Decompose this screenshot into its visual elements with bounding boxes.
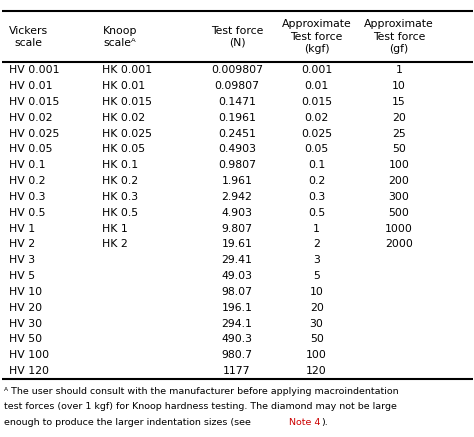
Text: 0.9807: 0.9807 bbox=[218, 160, 256, 170]
Text: HV 3: HV 3 bbox=[9, 255, 35, 265]
Text: HV 0.001: HV 0.001 bbox=[9, 66, 59, 76]
Text: HV 120: HV 120 bbox=[9, 366, 48, 376]
Text: 4.903: 4.903 bbox=[221, 208, 253, 218]
Text: 0.05: 0.05 bbox=[304, 145, 329, 155]
Text: Approximate
Test force
(gf): Approximate Test force (gf) bbox=[364, 19, 434, 54]
Text: HV 0.01: HV 0.01 bbox=[9, 81, 52, 91]
Text: HV 0.3: HV 0.3 bbox=[9, 192, 45, 202]
Text: 19.61: 19.61 bbox=[221, 239, 253, 250]
Text: 980.7: 980.7 bbox=[221, 350, 253, 360]
Text: ᴬ The user should consult with the manufacturer before applying macroindentation: ᴬ The user should consult with the manuf… bbox=[4, 387, 399, 396]
Text: HK 0.5: HK 0.5 bbox=[102, 208, 138, 218]
Text: 1000: 1000 bbox=[385, 224, 413, 234]
Text: HV 0.2: HV 0.2 bbox=[9, 176, 45, 186]
Text: Test force
(N): Test force (N) bbox=[211, 25, 263, 48]
Text: HV 2: HV 2 bbox=[9, 239, 35, 250]
Text: 0.1471: 0.1471 bbox=[218, 97, 256, 107]
Text: 0.2: 0.2 bbox=[308, 176, 325, 186]
Text: 0.5: 0.5 bbox=[308, 208, 325, 218]
Text: Vickers
scale: Vickers scale bbox=[9, 25, 48, 48]
Text: HK 2: HK 2 bbox=[102, 239, 128, 250]
Text: 5: 5 bbox=[313, 271, 320, 281]
Text: 20: 20 bbox=[392, 113, 406, 123]
Text: HV 5: HV 5 bbox=[9, 271, 35, 281]
Text: 0.4903: 0.4903 bbox=[218, 145, 256, 155]
Text: 3: 3 bbox=[313, 255, 320, 265]
Text: 0.015: 0.015 bbox=[301, 97, 332, 107]
Text: HK 0.015: HK 0.015 bbox=[102, 97, 152, 107]
Text: 0.001: 0.001 bbox=[301, 66, 332, 76]
Text: 98.07: 98.07 bbox=[221, 287, 253, 297]
Text: 1: 1 bbox=[313, 224, 320, 234]
Text: HK 0.001: HK 0.001 bbox=[102, 66, 153, 76]
Text: HV 0.1: HV 0.1 bbox=[9, 160, 45, 170]
Text: 0.2451: 0.2451 bbox=[218, 128, 256, 139]
Text: HV 0.05: HV 0.05 bbox=[9, 145, 52, 155]
Text: HV 50: HV 50 bbox=[9, 334, 42, 344]
Text: 2000: 2000 bbox=[385, 239, 413, 250]
Text: 2.942: 2.942 bbox=[221, 192, 253, 202]
Text: HV 100: HV 100 bbox=[9, 350, 49, 360]
Text: 0.09807: 0.09807 bbox=[215, 81, 259, 91]
Text: 10: 10 bbox=[392, 81, 406, 91]
Text: 50: 50 bbox=[392, 145, 406, 155]
Text: test forces (over 1 kgf) for Knoop hardness testing. The diamond may not be larg: test forces (over 1 kgf) for Knoop hardn… bbox=[4, 402, 397, 412]
Text: 200: 200 bbox=[389, 176, 410, 186]
Text: 294.1: 294.1 bbox=[221, 319, 253, 329]
Text: 0.1: 0.1 bbox=[308, 160, 325, 170]
Text: HK 0.05: HK 0.05 bbox=[102, 145, 146, 155]
Text: 29.41: 29.41 bbox=[221, 255, 253, 265]
Text: HV 30: HV 30 bbox=[9, 319, 42, 329]
Text: Approximate
Test force
(kgf): Approximate Test force (kgf) bbox=[282, 19, 352, 54]
Text: ).: ). bbox=[321, 418, 328, 427]
Text: Note 4: Note 4 bbox=[289, 418, 320, 427]
Text: HK 0.025: HK 0.025 bbox=[102, 128, 152, 139]
Text: 196.1: 196.1 bbox=[221, 303, 253, 313]
Text: 0.3: 0.3 bbox=[308, 192, 325, 202]
Text: 120: 120 bbox=[306, 366, 327, 376]
Text: HV 0.5: HV 0.5 bbox=[9, 208, 45, 218]
Text: 49.03: 49.03 bbox=[221, 271, 253, 281]
Text: 300: 300 bbox=[389, 192, 410, 202]
Text: enough to produce the larger indentation sizes (see: enough to produce the larger indentation… bbox=[4, 418, 254, 427]
Text: HV 0.02: HV 0.02 bbox=[9, 113, 52, 123]
Text: HK 0.2: HK 0.2 bbox=[102, 176, 138, 186]
Text: 9.807: 9.807 bbox=[221, 224, 253, 234]
Text: 2: 2 bbox=[313, 239, 320, 250]
Text: HK 0.02: HK 0.02 bbox=[102, 113, 146, 123]
Text: 1: 1 bbox=[396, 66, 402, 76]
Text: 10: 10 bbox=[310, 287, 324, 297]
Text: HK 0.01: HK 0.01 bbox=[102, 81, 146, 91]
Text: 1177: 1177 bbox=[223, 366, 251, 376]
Text: 25: 25 bbox=[392, 128, 406, 139]
Text: Knoop
scaleᴬ: Knoop scaleᴬ bbox=[102, 25, 137, 48]
Text: 500: 500 bbox=[389, 208, 410, 218]
Text: HK 0.1: HK 0.1 bbox=[102, 160, 138, 170]
Text: HV 0.025: HV 0.025 bbox=[9, 128, 59, 139]
Text: 100: 100 bbox=[389, 160, 410, 170]
Text: 0.025: 0.025 bbox=[301, 128, 332, 139]
Text: 0.1961: 0.1961 bbox=[218, 113, 256, 123]
Text: HK 0.3: HK 0.3 bbox=[102, 192, 138, 202]
Text: 100: 100 bbox=[306, 350, 327, 360]
Text: 0.01: 0.01 bbox=[304, 81, 329, 91]
Text: HV 0.015: HV 0.015 bbox=[9, 97, 59, 107]
Text: 50: 50 bbox=[310, 334, 324, 344]
Text: HK 1: HK 1 bbox=[102, 224, 128, 234]
Text: HV 10: HV 10 bbox=[9, 287, 42, 297]
Text: 30: 30 bbox=[310, 319, 324, 329]
Text: 15: 15 bbox=[392, 97, 406, 107]
Text: 1.961: 1.961 bbox=[221, 176, 253, 186]
Text: 0.02: 0.02 bbox=[304, 113, 329, 123]
Text: HV 20: HV 20 bbox=[9, 303, 42, 313]
Text: 20: 20 bbox=[310, 303, 324, 313]
Text: 0.009807: 0.009807 bbox=[211, 66, 263, 76]
Text: HV 1: HV 1 bbox=[9, 224, 35, 234]
Text: 490.3: 490.3 bbox=[221, 334, 253, 344]
